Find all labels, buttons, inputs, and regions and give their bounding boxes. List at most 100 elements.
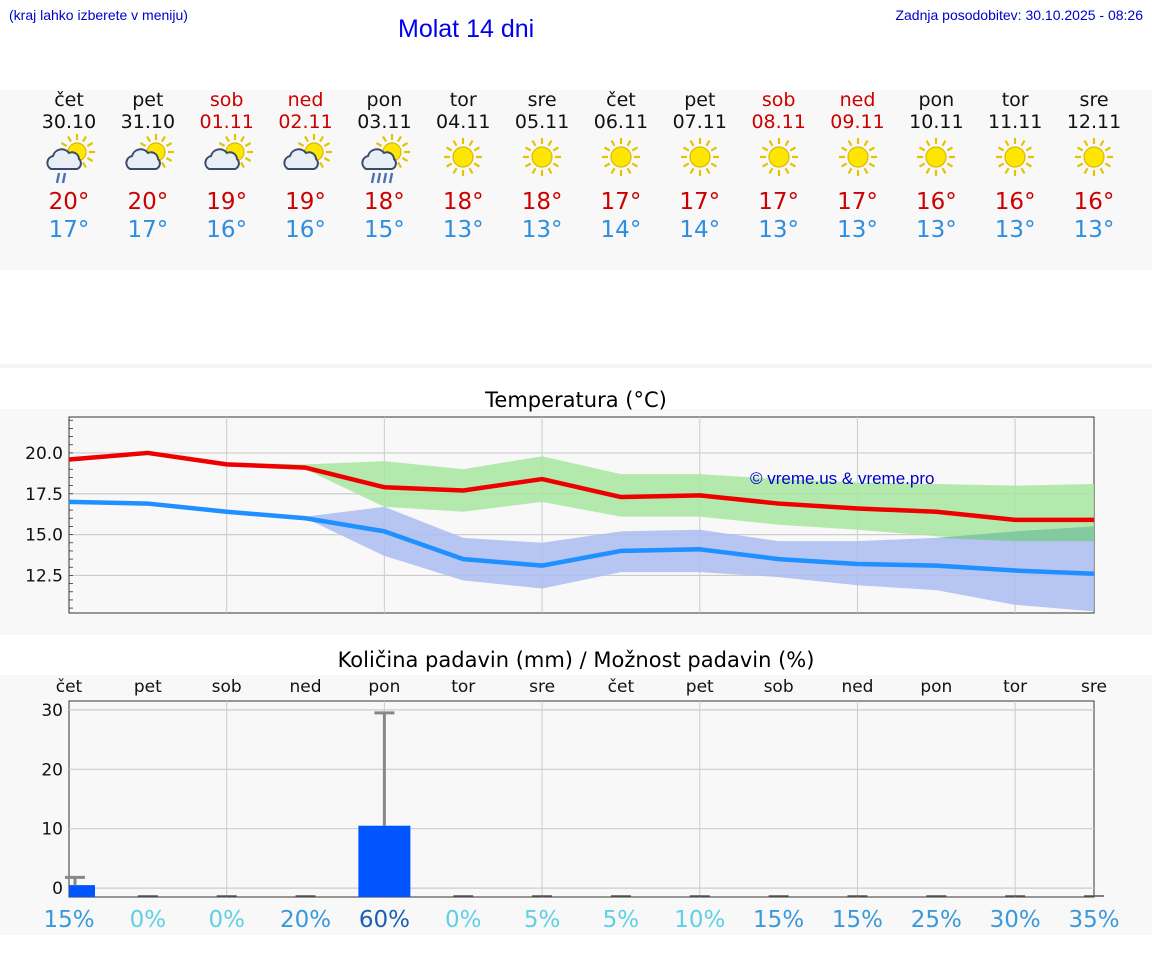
sun-ray — [165, 157, 172, 162]
sun-ray — [552, 162, 560, 168]
sun-ray — [689, 167, 695, 175]
sun-ray — [925, 139, 931, 147]
precip-probability-label: 35% — [1068, 907, 1119, 933]
sun-ray — [303, 135, 309, 143]
location-hint[interactable]: (kraj lahko izberete v meniju) — [9, 7, 188, 23]
day-date: 12.11 — [1066, 111, 1122, 133]
sun-ray — [397, 135, 403, 143]
day-date: 02.11 — [278, 111, 333, 133]
category-label: pon — [920, 677, 952, 697]
sun-icon — [444, 138, 483, 176]
precipitation-chart-title: Količina padavin (mm) / Možnost padavin … — [337, 648, 815, 672]
sun-ray — [1104, 146, 1112, 152]
sun-ray — [397, 161, 403, 169]
rain-drop — [389, 172, 394, 184]
sun-ray — [473, 162, 481, 168]
sun-ray — [1020, 139, 1026, 147]
max-temperature-line — [68, 450, 1094, 523]
day-name: pet — [684, 89, 716, 111]
sun-icon — [601, 138, 640, 176]
min-temp: 14° — [679, 217, 721, 243]
category-label: sre — [1081, 677, 1107, 697]
y-tick-label: 10 — [41, 820, 63, 840]
sun-ray — [218, 142, 225, 147]
min-temperature-line — [68, 499, 1095, 577]
sun-ray — [139, 142, 147, 147]
sun-ray — [1025, 146, 1033, 152]
max-temp: 17° — [679, 189, 721, 215]
sun-ray — [86, 142, 94, 147]
sun-ray — [998, 162, 1005, 168]
day-column: tor 04.11 18° 13° — [423, 89, 503, 244]
category-label: čet — [608, 677, 635, 697]
sun-ray — [847, 139, 852, 147]
day-column: sre 12.11 16° 13° — [1054, 89, 1134, 244]
max-temp: 20° — [48, 189, 90, 215]
forecast-strip — [0, 90, 1152, 270]
sun-ray — [789, 162, 796, 168]
category-label: sob — [764, 677, 794, 697]
sun-icon — [680, 138, 719, 176]
max-temp: 16° — [994, 189, 1036, 215]
category-label: pet — [134, 677, 162, 697]
day-date: 05.11 — [514, 111, 570, 133]
rain-drop — [383, 172, 388, 184]
partly-cloudy-icon — [125, 134, 174, 170]
sun-ray — [1004, 167, 1010, 175]
page-title: Molat 14 dni — [398, 15, 535, 43]
precip-probability-label: 5% — [524, 907, 561, 933]
max-temp: 16° — [1073, 189, 1115, 215]
category-label: ned — [290, 677, 322, 697]
cloud-shape — [204, 148, 240, 170]
sun-ray — [863, 139, 868, 147]
sun-ray — [1004, 139, 1010, 147]
precip-probability-label: 15% — [832, 907, 883, 933]
cloud-shape — [282, 148, 319, 170]
sun-ray — [552, 146, 560, 152]
min-temp: 13° — [521, 217, 563, 243]
sun-ray — [847, 167, 852, 175]
day-date: 01.11 — [199, 111, 254, 133]
temperature-chart: 12.5 15.0 17.5 20.0 © vreme.us & vreme.pro — [25, 416, 1095, 614]
sun-disc — [768, 146, 790, 168]
sun-ray — [86, 157, 94, 162]
precip-probability-label: 15% — [753, 907, 804, 933]
day-column: čet 30.10 20° 17° — [29, 89, 109, 244]
precip-probability-label: 25% — [911, 907, 962, 933]
min-temp: 13° — [915, 217, 957, 243]
precip-probability-label: 10% — [674, 907, 725, 933]
partly-cloudy-icon — [204, 134, 253, 170]
precip-probability-label: 0% — [130, 907, 167, 933]
sun-ray — [402, 142, 409, 147]
precip-probability-label: 0% — [445, 907, 482, 933]
day-name: čet — [54, 89, 84, 111]
sun-ray — [868, 146, 875, 152]
sun-ray — [323, 142, 330, 147]
precip-bar — [358, 825, 411, 897]
sun-ray — [603, 146, 611, 152]
precip-probability-label: 15% — [43, 907, 94, 933]
sun-ray — [82, 135, 87, 143]
sun-ray — [947, 162, 954, 168]
sun-ray — [941, 167, 947, 175]
sun-disc — [531, 146, 553, 168]
sun-ray — [446, 146, 453, 152]
precipitation-chart: čet pet sob ned pon tor sre čet pet sob ned pon tor s… — [41, 677, 1119, 933]
sun-ray — [318, 135, 324, 143]
sun-ray — [1104, 162, 1112, 168]
y-tick-label: 20 — [41, 760, 63, 780]
category-label: tor — [451, 677, 475, 697]
day-column: ned 09.11 17° 13° — [818, 89, 898, 244]
category-label: tor — [1003, 677, 1027, 697]
sun-ray — [1077, 146, 1084, 152]
category-label: čet — [56, 677, 83, 697]
rain-drop — [377, 172, 382, 184]
sun-ray — [297, 142, 304, 147]
sun-ray — [244, 142, 251, 147]
y-tick-label: 17.5 — [25, 485, 63, 505]
day-name: pon — [366, 89, 403, 111]
sun-ray — [318, 161, 324, 169]
sun-ray — [402, 157, 409, 162]
day-date: 07.11 — [672, 111, 727, 133]
day-date: 06.11 — [593, 111, 649, 133]
